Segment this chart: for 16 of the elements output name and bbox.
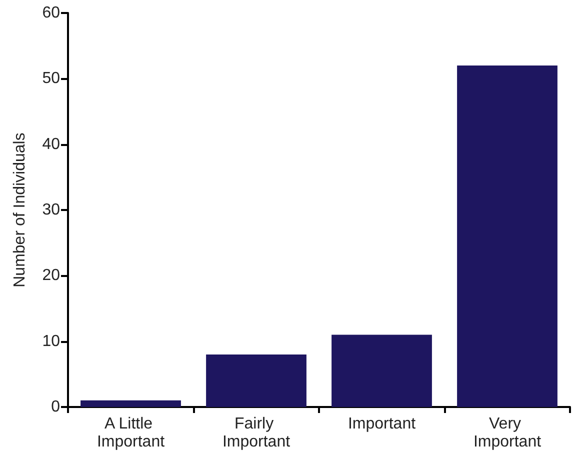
x-tick-label: Fairly Important — [222, 416, 291, 450]
y-tick-label: 10 — [42, 332, 60, 350]
bar — [332, 334, 432, 407]
bar — [457, 66, 558, 407]
x-tick-label: Very Important — [473, 416, 542, 450]
x-tick-label: Important — [348, 416, 416, 432]
y-tick-label: 30 — [42, 202, 60, 218]
y-axis-title: Number of Individuals — [12, 132, 28, 288]
y-tick-label: 0 — [51, 398, 60, 416]
y-tick-label: 60 — [42, 4, 60, 22]
bar — [80, 400, 181, 407]
y-tick-label: 40 — [42, 136, 60, 153]
x-tick-label: A Little Important — [96, 416, 166, 450]
y-tick-label: 20 — [42, 267, 60, 284]
y-tick-label: 50 — [42, 70, 60, 88]
bar — [206, 354, 306, 407]
